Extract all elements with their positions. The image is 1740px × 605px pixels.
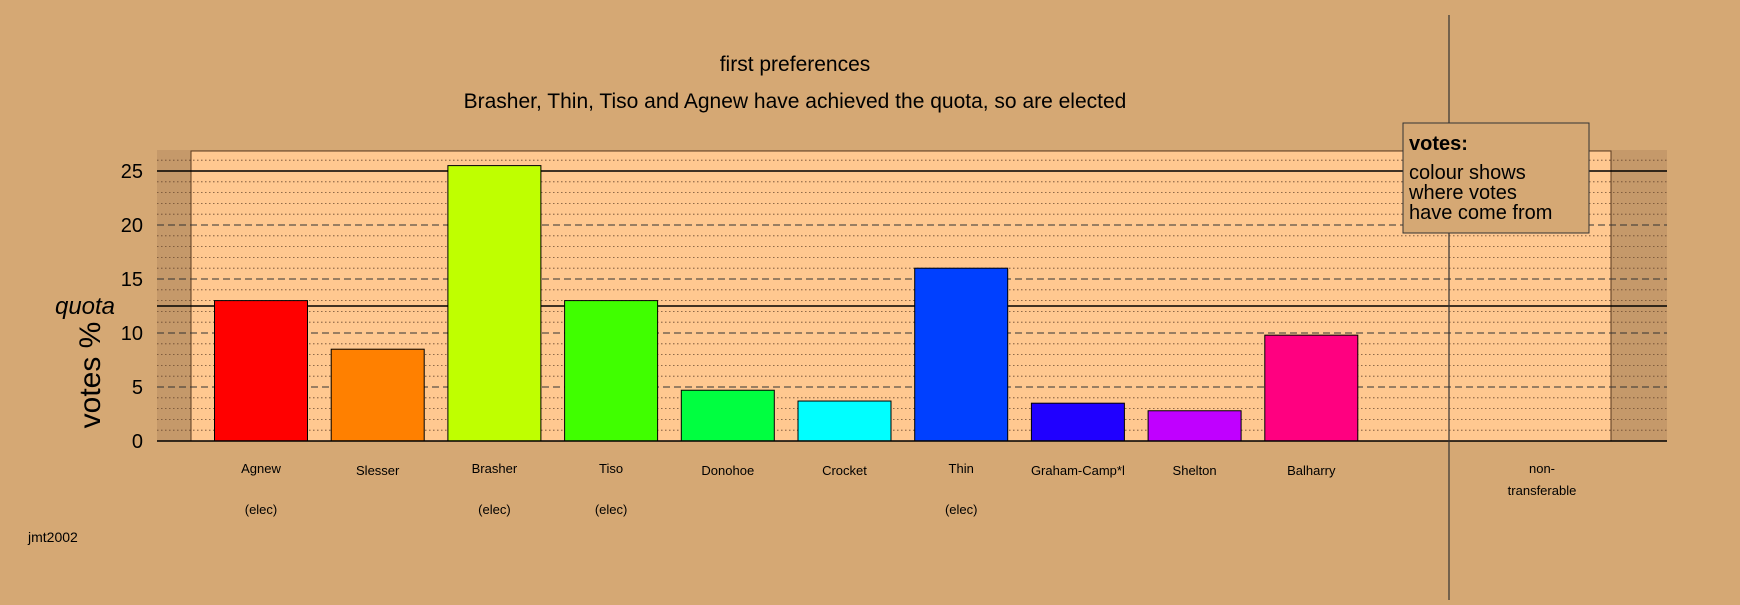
- bar-slesser: [330, 348, 425, 442]
- bar-thin: [914, 267, 1009, 442]
- x-tick-label: Donohoe: [701, 463, 754, 478]
- bar-tiso: [564, 300, 659, 442]
- bar-agnew: [214, 300, 308, 442]
- legend: votes: colour shows where votes have com…: [1402, 122, 1590, 234]
- y-axis-title: votes %: [74, 322, 107, 429]
- x-tick-label: Brasher: [472, 461, 518, 476]
- bar-crocket: [797, 400, 892, 442]
- bar-donohoe: [680, 389, 775, 442]
- bar-balharry: [1264, 334, 1359, 442]
- bar-graham-camp-l: [1030, 402, 1125, 442]
- chart-subtitle: Brasher, Thin, Tiso and Agnew have achie…: [464, 90, 1127, 113]
- y-tick-label: 0: [132, 431, 143, 453]
- legend-line-1: colour shows: [1409, 162, 1526, 184]
- elected-label: (elec): [945, 502, 978, 517]
- nontransferable-label-2: transferable: [1508, 483, 1577, 498]
- x-tick-label: Crocket: [822, 463, 867, 478]
- y-tick-label: 15: [121, 269, 143, 291]
- nontransferable-label-1: non-: [1529, 461, 1555, 476]
- y-tick-label: 5: [132, 377, 143, 399]
- x-tick-label: Tiso: [599, 461, 623, 476]
- y-tick-label: 20: [121, 215, 143, 237]
- legend-line-3: have come from: [1409, 202, 1552, 224]
- x-tick-label: Balharry: [1287, 463, 1336, 478]
- credit-text: jmt2002: [27, 529, 78, 545]
- x-tick-label: Agnew: [241, 461, 281, 476]
- elected-label: (elec): [245, 502, 278, 517]
- legend-box: [1402, 122, 1590, 234]
- legend-title: votes:: [1409, 133, 1468, 155]
- x-tick-label: Slesser: [356, 463, 400, 478]
- bar-brasher: [447, 165, 542, 442]
- y-tick-label: 10: [121, 323, 143, 345]
- x-tick-label: Shelton: [1173, 463, 1217, 478]
- elected-label: (elec): [478, 502, 511, 517]
- bar-shelton: [1147, 410, 1242, 442]
- plot-panel: [190, 150, 1612, 442]
- bars-group: [157, 165, 1667, 442]
- quota-label: quota: [55, 293, 115, 320]
- elected-label: (elec): [595, 502, 628, 517]
- x-tick-label: Thin: [949, 461, 974, 476]
- y-axis: 0 5 10 15 20 25: [121, 161, 143, 453]
- chart-title: first preferences: [720, 53, 871, 76]
- x-axis-labels: Agnew (elec) Slesser Brasher (elec) Tiso (elec…: [241, 461, 1336, 517]
- x-tick-label: Graham-Camp*l: [1031, 463, 1125, 478]
- y-tick-label: 25: [121, 161, 143, 183]
- legend-line-2: where votes: [1408, 182, 1517, 204]
